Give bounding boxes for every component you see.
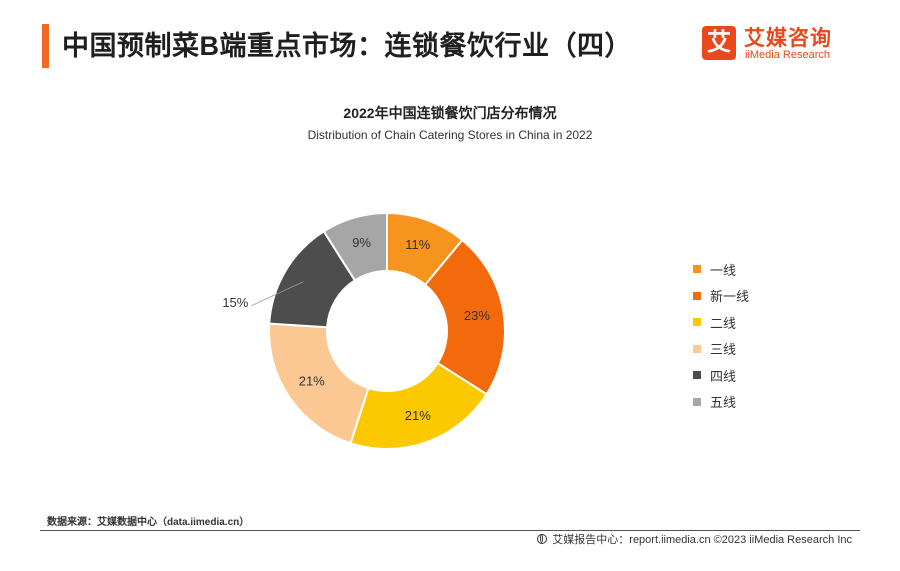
legend-swatch-6: [693, 397, 701, 406]
legend-label-5: 四线: [710, 368, 737, 384]
logo-chinese-name: 艾媒咨询: [744, 27, 832, 50]
legend-item-2: 新一线: [693, 283, 749, 310]
donut-slice-2: [423, 238, 506, 396]
donut-slice-4: [268, 322, 370, 445]
chart-title: 2022年中国连锁餐饮门店分布情况: [343, 105, 557, 121]
legend-label-6: 五线: [710, 395, 737, 411]
legend-label-4: 三线: [710, 342, 737, 358]
footer: 艾媒报告中心：report.iimedia.cn ©2023 iiMedia R…: [537, 531, 852, 547]
report-center-text: 艾媒报告中心：report.iimedia.cn ©2023 iiMedia R…: [552, 534, 852, 546]
legend-swatch-1: [693, 265, 701, 274]
slice-leader-line-5: [251, 281, 304, 307]
slice-label-1: 11%: [405, 237, 430, 252]
logo-english-name: iiMedia Research: [745, 49, 830, 61]
slice-label-6: 9%: [352, 235, 371, 250]
donut-slice-6: [322, 211, 388, 282]
legend-label-1: 一线: [710, 262, 737, 278]
slice-label-4: 21%: [299, 374, 325, 389]
legend-item-6: 五线: [693, 389, 749, 416]
logo-mark-icon: 艾: [702, 26, 736, 60]
globe-icon: [537, 534, 548, 544]
legend-swatch-2: [693, 291, 701, 300]
chart-legend: 一线新一线二线三线四线五线: [693, 256, 749, 415]
title-accent-bar: [42, 24, 49, 68]
legend-item-3: 二线: [693, 309, 749, 336]
slice-label-3: 21%: [405, 408, 431, 423]
page-title: 中国预制菜B端重点市场：连锁餐饮行业（四）: [62, 31, 632, 61]
donut-slice-3: [349, 361, 489, 450]
legend-swatch-5: [693, 371, 701, 380]
data-source: 数据来源：艾媒数据中心（data.iimedia.cn）: [47, 517, 250, 528]
footer-divider: [40, 530, 860, 531]
legend-item-4: 三线: [693, 336, 749, 363]
chart-subtitle: Distribution of Chain Catering Stores in…: [307, 128, 593, 142]
iimedia-logo: 艾 艾媒咨询 iiMedia Research: [702, 20, 862, 70]
legend-item-5: 四线: [693, 362, 749, 389]
legend-label-3: 二线: [710, 315, 737, 331]
legend-swatch-4: [693, 344, 701, 353]
legend-swatch-3: [693, 318, 701, 327]
legend-label-2: 新一线: [710, 289, 750, 305]
slice-label-5: 15%: [222, 295, 248, 310]
legend-item-1: 一线: [693, 256, 749, 283]
slice-label-2: 23%: [464, 308, 490, 323]
